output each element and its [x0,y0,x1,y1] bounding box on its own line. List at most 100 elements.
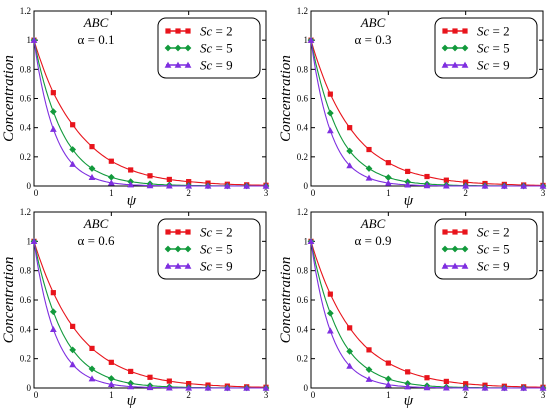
legend-entry-sc-5: Sc = 5 [200,242,233,257]
x-axis-label: ψ [127,193,137,209]
data-point-sc-2 [366,146,372,153]
y-tick-label: 0 [27,383,32,393]
data-point-sc-9 [127,181,135,188]
data-point-sc-9 [243,384,251,391]
data-point-sc-2 [128,368,134,375]
data-point-sc-5 [69,346,77,354]
chart-panel-bottom-right: 0 0.2 0.4 0.6 0.8 1 1.2 0 1 2 3 ψ Concentration ABC α … [278,207,547,409]
x-tick-label: 0 [34,188,39,198]
y-tick-label: 0.8 [297,266,309,276]
data-point-sc-2 [424,375,430,381]
data-point-sc-9 [365,375,373,382]
y-tick-label: 0.4 [297,123,309,133]
data-point-sc-2 [463,381,469,387]
legend-marker-sc-2 [185,28,191,34]
y-tick-label: 1.2 [20,207,31,217]
legend-marker-sc-2 [175,28,181,34]
x-tick-label: 1 [386,390,391,400]
data-point-sc-9 [107,179,115,186]
legend-marker-sc-9 [184,262,192,269]
panel-annotation-model: ABC [360,216,386,231]
data-point-sc-9 [185,384,193,391]
legend-entry-sc-9: Sc = 9 [200,259,233,274]
data-point-sc-2 [385,160,391,166]
panel-annotation-alpha: α = 0.9 [355,233,392,248]
x-tick-label: 0 [34,390,39,400]
x-axis-label: ψ [127,393,137,409]
legend-marker-sc-2 [442,229,448,235]
data-point-sc-9 [520,182,528,189]
data-point-sc-2 [108,359,114,365]
x-tick-label: 3 [264,188,269,198]
data-point-sc-9 [500,384,508,391]
data-point-sc-9 [520,384,528,391]
legend-marker-sc-2 [175,229,181,235]
y-tick-label: 0.6 [20,94,32,104]
legend-marker-sc-5 [184,245,192,253]
legend-marker-sc-2 [442,28,448,34]
data-point-sc-5 [107,173,115,181]
y-axis-label: Concentration [1,257,17,344]
data-point-sc-5 [365,165,373,172]
data-point-sc-5 [346,347,354,355]
data-point-sc-9 [223,384,231,391]
y-axis-label: Concentration [278,55,294,142]
legend-entry-sc-2: Sc = 2 [477,225,510,240]
legend-marker-sc-9 [461,61,469,68]
data-point-sc-2 [327,291,333,297]
legend-entry-sc-2: Sc = 2 [200,24,233,39]
y-tick-label: 0.4 [20,123,32,133]
data-point-sc-2 [70,323,76,329]
x-tick-label: 2 [463,188,468,198]
legend-marker-sc-5 [461,245,469,253]
data-point-sc-9 [69,361,77,368]
data-point-sc-9 [146,182,154,189]
data-point-sc-9 [384,179,392,186]
data-point-sc-9 [223,182,231,189]
data-point-sc-9 [165,182,173,189]
data-point-sc-9 [307,237,315,245]
legend-marker-sc-9 [164,61,172,68]
data-point-sc-2 [89,345,95,351]
legend-marker-sc-2 [165,229,171,235]
x-tick-label: 3 [541,188,546,198]
data-point-sc-9 [481,384,489,391]
y-tick-label: 0.2 [20,354,31,364]
data-point-sc-9 [185,182,193,189]
legend-marker-sc-9 [441,262,449,269]
y-tick-label: 1.2 [297,6,308,16]
y-tick-label: 0.2 [20,152,31,162]
data-point-sc-9 [404,181,412,188]
data-point-sc-9 [539,182,547,189]
x-axis-label: ψ [404,193,414,209]
data-point-sc-9 [262,384,270,391]
legend-marker-sc-5 [174,44,182,52]
x-tick-label: 3 [541,390,546,400]
data-point-sc-9 [88,173,96,180]
legend-entry-sc-9: Sc = 9 [477,58,510,73]
data-point-sc-9 [462,384,470,391]
data-point-sc-9 [204,384,212,391]
legend-marker-sc-2 [462,229,468,235]
data-point-sc-2 [443,378,449,384]
data-point-sc-9 [204,182,212,189]
data-point-sc-9 [442,384,450,391]
y-tick-label: 1 [304,35,309,45]
data-point-sc-5 [107,375,115,382]
data-point-sc-9 [262,182,270,189]
data-point-sc-9 [365,174,373,181]
x-tick-label: 2 [186,188,191,198]
legend-marker-sc-9 [451,262,459,269]
data-point-sc-9 [49,125,57,132]
data-point-sc-9 [307,36,315,43]
y-tick-label: 1 [27,35,32,45]
legend-marker-sc-5 [441,44,449,52]
x-tick-label: 2 [186,390,191,400]
chart-panel-top-left: 0 0.2 0.4 0.6 0.8 1 1.2 0 1 2 3 ψ Concentration ABC α … [1,6,270,209]
legend-marker-sc-5 [164,245,172,253]
legend-entry-sc-9: Sc = 9 [477,259,510,274]
legend-marker-sc-2 [452,229,458,235]
panel-annotation-model: ABC [83,216,109,231]
y-tick-label: 1.2 [297,207,308,217]
legend-box [434,218,538,280]
